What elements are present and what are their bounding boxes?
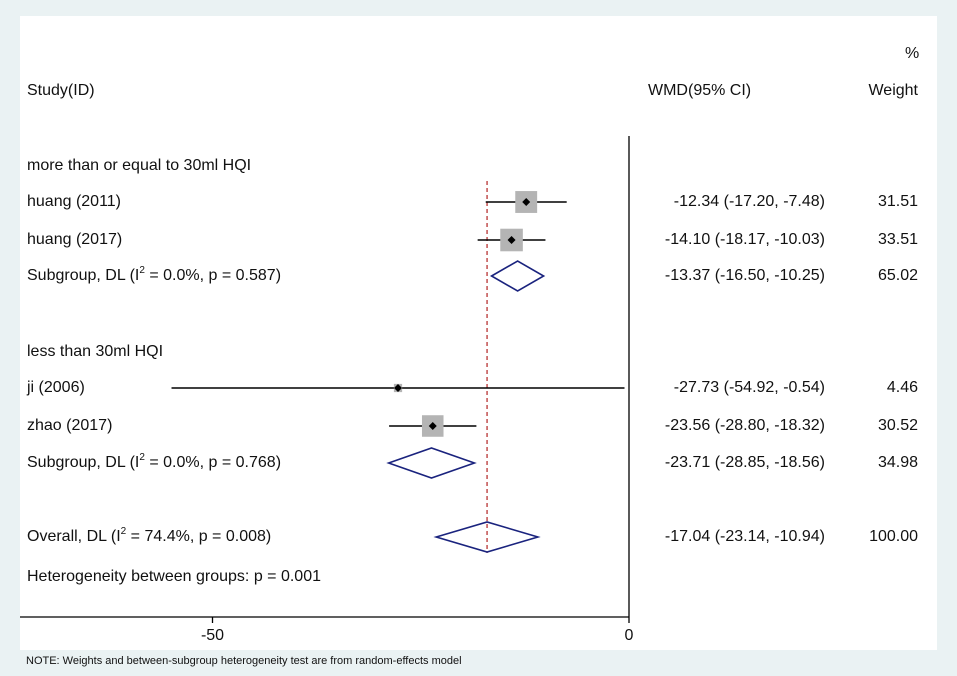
effect-ci-value: -12.34 (-17.20, -7.48) — [673, 193, 825, 210]
subgroup-summary-label: Subgroup, DL (I2 = 0.0%, p = 0.768) — [27, 452, 282, 472]
x-tick-label: -50 — [200, 627, 225, 644]
weight-value: 30.52 — [877, 417, 918, 434]
subgroup-header: less than 30ml HQI — [27, 343, 164, 360]
effect-ci-value: -27.73 (-54.92, -0.54) — [673, 379, 825, 396]
x-tick-label: 0 — [624, 627, 634, 644]
weight-value: 34.98 — [877, 454, 918, 471]
weight-value: 4.46 — [886, 379, 918, 396]
point-estimate — [507, 236, 516, 244]
weight-value: 100.00 — [869, 528, 918, 545]
effect-ci-value: -17.04 (-23.14, -10.94) — [664, 528, 825, 545]
overall-label: Overall, DL (I2 = 74.4%, p = 0.008) — [27, 526, 272, 546]
forest-plot-svg — [20, 136, 630, 623]
subgroup-diamond — [386, 447, 477, 479]
point-estimate — [428, 422, 437, 430]
column-header-effect: WMD(95% CI) — [648, 82, 752, 99]
effect-ci-value: -14.10 (-18.17, -10.03) — [664, 231, 825, 248]
subgroup-diamond — [489, 260, 546, 292]
footer-note: NOTE: Weights and between-subgroup heter… — [26, 655, 462, 667]
weight-value: 31.51 — [877, 193, 918, 210]
effect-ci-value: -23.56 (-28.80, -18.32) — [664, 417, 825, 434]
effect-ci-value: -23.71 (-28.85, -18.56) — [664, 454, 825, 471]
study-label: zhao (2017) — [27, 417, 113, 434]
effect-ci-value: -13.37 (-16.50, -10.25) — [664, 267, 825, 284]
forest-plot-panel: Study(ID) WMD(95% CI)% Weight -50 0 more than… — [20, 16, 937, 650]
study-label: ji (2006) — [27, 379, 85, 396]
point-estimate — [522, 198, 531, 206]
weight-value: 33.51 — [877, 231, 918, 248]
subgroup-header: more than or equal to 30ml HQI — [27, 157, 252, 174]
study-label: huang (2011) — [27, 193, 121, 210]
weight-value: 65.02 — [877, 267, 918, 284]
overall-diamond — [433, 521, 541, 553]
column-header-weight: Weight — [868, 82, 918, 99]
subgroup-summary-label: Subgroup, DL (I2 = 0.0%, p = 0.587) — [27, 265, 282, 285]
study-label: huang (2017) — [27, 231, 123, 248]
column-header-study: Study(ID) — [27, 82, 95, 99]
heterogeneity-text: Heterogeneity between groups: p = 0.001 — [27, 568, 321, 585]
column-header-weight-pct: % — [905, 45, 920, 62]
point-estimate — [394, 384, 403, 392]
